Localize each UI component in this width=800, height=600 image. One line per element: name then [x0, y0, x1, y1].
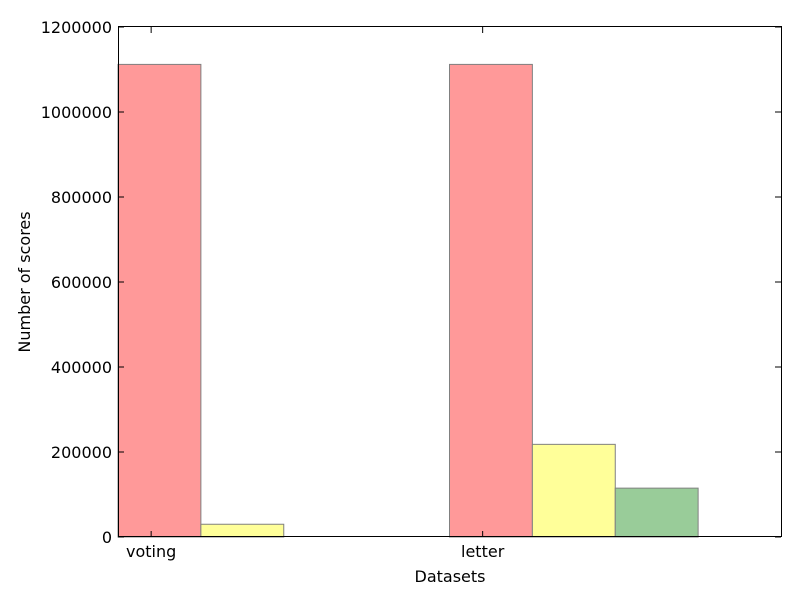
bar-series-1-voting	[117, 63, 202, 538]
y-tick-label: 1200000	[41, 18, 112, 37]
bar-series-2-letter	[531, 443, 616, 538]
y-tick-label: 0	[102, 528, 112, 547]
bars-layer	[117, 63, 699, 538]
y-tick-label: 600000	[51, 273, 112, 292]
y-tick-label: 1000000	[41, 103, 112, 122]
plot-frame	[118, 26, 782, 537]
y-tick-label: 800000	[51, 188, 112, 207]
x-tick-label-voting: voting	[126, 542, 176, 561]
x-tick-label-letter: letter	[461, 542, 505, 561]
bar-series-2-voting	[200, 523, 285, 538]
y-tick-label: 400000	[51, 358, 112, 377]
bar-series-1-letter	[449, 63, 533, 538]
x-axis-label: Datasets	[415, 567, 486, 586]
y-tick-label: 200000	[51, 443, 112, 462]
bar-series-3-letter	[614, 487, 699, 538]
y-axis-label: Number of scores	[15, 211, 34, 352]
ticks-layer: 0 200000 400000 600000 800000 1000000 1200000 v…	[41, 18, 781, 561]
